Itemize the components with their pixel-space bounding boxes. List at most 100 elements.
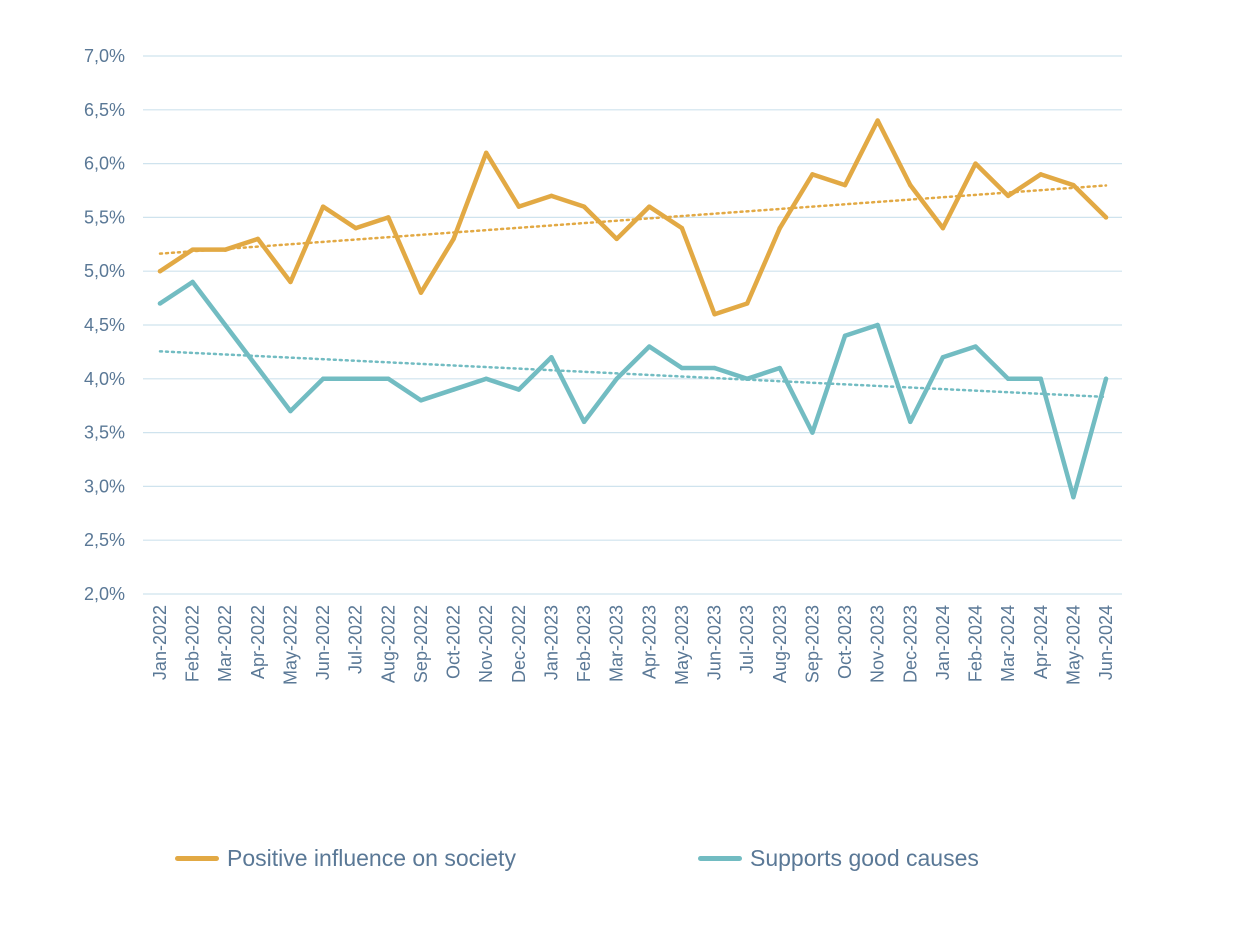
data-point xyxy=(712,312,717,317)
data-point xyxy=(484,376,489,381)
data-point xyxy=(353,376,358,381)
data-point xyxy=(581,204,587,209)
data-point xyxy=(386,376,391,381)
y-tick-label: 4,5% xyxy=(84,315,125,335)
x-tick-label: Mar-2023 xyxy=(607,605,627,682)
x-tick-label: Aug-2022 xyxy=(378,605,398,683)
data-point xyxy=(973,344,978,349)
data-point xyxy=(647,344,652,349)
data-point xyxy=(842,182,848,188)
data-point xyxy=(875,118,880,123)
data-point xyxy=(614,376,619,381)
data-point xyxy=(581,419,587,425)
x-axis-ticks: Jan-2022 Feb-2022 Mar-2022 Apr-2022 May-2022… xyxy=(150,605,1116,685)
x-tick-label: Apr-2023 xyxy=(639,605,659,679)
data-point xyxy=(255,365,261,371)
data-point xyxy=(744,376,750,381)
data-point xyxy=(1103,215,1109,220)
x-tick-label: Nov-2022 xyxy=(476,605,496,683)
data-point xyxy=(744,301,750,306)
data-point xyxy=(777,225,782,231)
x-tick-label: Sep-2022 xyxy=(411,605,431,683)
data-point xyxy=(223,247,228,252)
data-point xyxy=(1038,376,1043,381)
y-axis-ticks: 2,0% 2,5% 3,0% 3,5% 4,0% 4,5% 5,0% 5,5% 6,0% 6,5%… xyxy=(84,46,125,604)
x-tick-label: Feb-2022 xyxy=(183,605,203,682)
data-point xyxy=(679,225,685,231)
legend-item-supports-good-causes: Supports good causes xyxy=(698,845,979,872)
data-point xyxy=(157,301,163,306)
gridlines xyxy=(143,55,1122,595)
x-tick-label: Oct-2023 xyxy=(835,605,855,679)
y-tick-label: 2,0% xyxy=(84,584,125,604)
data-point xyxy=(908,182,913,188)
x-tick-label: Jul-2023 xyxy=(737,605,757,674)
data-point xyxy=(418,398,424,403)
data-point xyxy=(875,322,880,328)
legend-item-positive-influence: Positive influence on society xyxy=(175,845,516,872)
x-tick-label: Jan-2023 xyxy=(541,605,561,680)
x-tick-label: Feb-2024 xyxy=(966,605,986,682)
x-tick-label: Jul-2022 xyxy=(346,605,366,674)
legend: Positive influence on society Supports g… xyxy=(0,845,1250,881)
x-tick-label: Jun-2022 xyxy=(313,605,333,680)
legend-swatch-positive-influence xyxy=(175,856,219,861)
x-tick-label: Oct-2022 xyxy=(444,605,464,679)
y-tick-label: 6,5% xyxy=(84,100,125,120)
data-point xyxy=(647,204,652,209)
x-tick-label: May-2023 xyxy=(672,605,692,685)
series-line-1 xyxy=(157,279,1109,500)
data-point xyxy=(614,236,619,242)
data-point xyxy=(451,236,456,242)
y-tick-label: 4,0% xyxy=(84,369,125,389)
data-point xyxy=(1005,193,1011,199)
data-point xyxy=(940,225,946,231)
data-point xyxy=(908,419,913,425)
data-point xyxy=(810,172,815,177)
x-tick-label: Dec-2022 xyxy=(509,605,529,683)
data-point xyxy=(1103,376,1109,381)
x-tick-label: Jan-2022 xyxy=(150,605,170,680)
y-tick-label: 7,0% xyxy=(84,46,125,66)
data-point xyxy=(516,204,522,209)
x-tick-label: Apr-2024 xyxy=(1031,605,1051,679)
data-point xyxy=(386,215,391,220)
data-point xyxy=(223,322,228,328)
y-tick-label: 5,5% xyxy=(84,207,125,227)
data-point xyxy=(1071,182,1076,188)
data-point xyxy=(418,290,424,295)
data-point xyxy=(516,387,522,392)
data-point xyxy=(288,408,293,414)
x-tick-label: Jun-2024 xyxy=(1096,605,1116,680)
data-point xyxy=(190,279,195,285)
x-tick-label: Mar-2024 xyxy=(998,605,1018,682)
data-point xyxy=(157,269,163,274)
x-tick-label: Sep-2023 xyxy=(802,605,822,683)
data-point xyxy=(353,225,358,231)
x-tick-label: Jan-2024 xyxy=(933,605,953,680)
trendlines xyxy=(158,184,1108,399)
data-point xyxy=(288,279,293,285)
x-tick-label: Nov-2023 xyxy=(868,605,888,683)
data-point xyxy=(777,365,782,371)
y-tick-label: 2,5% xyxy=(84,530,125,550)
x-tick-label: Mar-2022 xyxy=(215,605,235,682)
data-point xyxy=(712,365,717,371)
y-tick-label: 5,0% xyxy=(84,261,125,281)
y-tick-label: 3,5% xyxy=(84,423,125,443)
y-tick-label: 3,0% xyxy=(84,476,125,496)
legend-label-supports-good-causes: Supports good causes xyxy=(750,845,979,871)
x-tick-label: May-2024 xyxy=(1063,605,1083,685)
data-point xyxy=(810,430,815,435)
data-point xyxy=(940,355,946,360)
data-point xyxy=(549,193,554,199)
data-point xyxy=(973,161,978,166)
legend-swatch-supports-good-causes xyxy=(698,856,742,861)
x-tick-label: May-2022 xyxy=(280,605,300,685)
data-point xyxy=(190,247,195,252)
data-point xyxy=(549,355,554,360)
legend-label-positive-influence: Positive influence on society xyxy=(227,845,516,871)
x-tick-label: Aug-2023 xyxy=(770,605,790,683)
